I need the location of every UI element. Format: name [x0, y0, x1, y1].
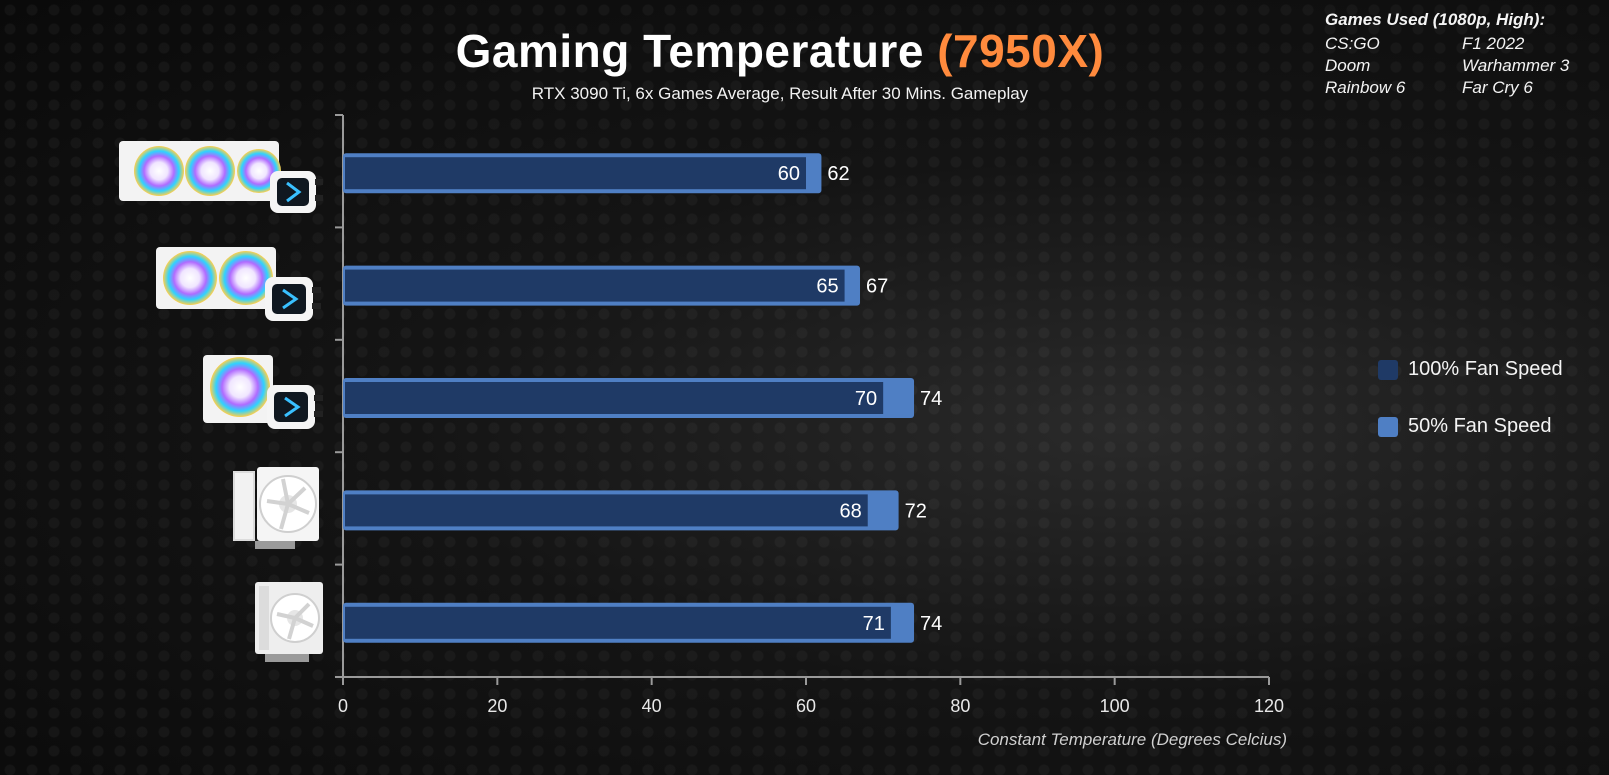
bar-100-fan — [345, 494, 868, 527]
games-used-box: Games Used (1080p, High): CS:GO F1 2022 … — [1325, 10, 1595, 98]
data-label-100: 70 — [855, 388, 877, 410]
bar-100-fan — [345, 157, 806, 190]
chart-title-main: Gaming Temperature — [455, 25, 924, 77]
legend-label-100: 100% Fan Speed — [1408, 358, 1563, 380]
data-label-100: 65 — [816, 276, 838, 298]
x-axis-label: Constant Temperature (Degrees Celcius) — [978, 730, 1287, 749]
240mm-aio-cooler-icon — [195, 353, 335, 438]
game-item: F1 2022 — [1462, 34, 1525, 53]
x-tick-label: 100 — [1100, 696, 1130, 716]
bar-100-fan — [345, 606, 891, 639]
legend-swatch-50 — [1378, 416, 1398, 437]
280mm-aio-cooler-icon — [150, 243, 335, 328]
data-label-50: 74 — [920, 388, 942, 410]
legend-item: 100% Fan Speed — [1378, 358, 1563, 381]
x-tick-label: 0 — [338, 696, 348, 716]
x-tick-label: 120 — [1254, 696, 1284, 716]
bar-100-fan — [345, 382, 884, 414]
data-label-50: 72 — [905, 500, 927, 522]
single-tower-air-cooler-icon — [245, 576, 335, 668]
game-item: Rainbow 6 — [1325, 78, 1406, 97]
legend-label-50: 50% Fan Speed — [1408, 415, 1552, 437]
game-item: Warhammer 3 — [1462, 56, 1570, 75]
data-label-100: 71 — [863, 613, 885, 635]
games-used-title: Games Used (1080p, High): — [1325, 10, 1546, 29]
game-item: Doom — [1325, 56, 1371, 75]
game-item: Far Cry 6 — [1462, 78, 1533, 97]
x-tick-label: 60 — [796, 696, 816, 716]
x-tick-label: 20 — [487, 696, 507, 716]
chart-subtitle: RTX 3090 Ti, 6x Games Average, Result Af… — [531, 84, 1029, 103]
360mm-aio-cooler-icon — [115, 135, 335, 220]
legend-swatch-100 — [1378, 359, 1398, 380]
data-label-50: 74 — [920, 613, 942, 635]
bar-100-fan — [345, 269, 845, 302]
chart-title-accent: (7950X) — [937, 25, 1105, 77]
legend-item: 50% Fan Speed — [1378, 415, 1563, 438]
data-label-100: 60 — [778, 163, 800, 185]
x-tick-label: 80 — [950, 696, 970, 716]
chart-legend: 100% Fan Speed 50% Fan Speed — [1378, 358, 1563, 472]
data-label-100: 68 — [839, 500, 861, 522]
game-item: CS:GO — [1325, 34, 1380, 53]
chart-title: Gaming Temperature (7950X) — [0, 24, 1560, 78]
x-tick-label: 40 — [642, 696, 662, 716]
dual-tower-air-cooler-icon — [225, 463, 335, 553]
data-label-50: 62 — [827, 163, 849, 185]
data-label-50: 67 — [866, 276, 888, 298]
